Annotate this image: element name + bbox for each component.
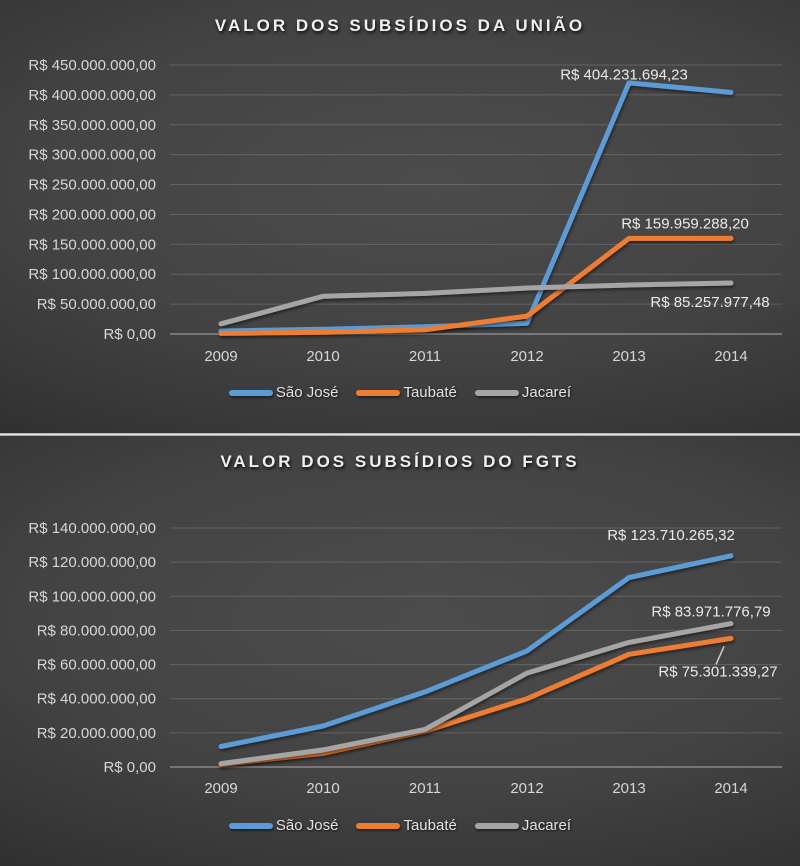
legend-label: Jacareí	[521, 817, 572, 834]
legend-label: Jacareí	[521, 384, 572, 401]
x-tick-label: 2014	[714, 780, 747, 797]
legend-line-marker	[228, 389, 273, 396]
x-tick-label: 2011	[409, 348, 441, 365]
legend-line-marker	[356, 822, 401, 829]
line-chart-fgts: R$ 140.000.000,00 R$ 120.000.000,00 R$ 100…	[28, 520, 782, 797]
y-tick-label: R$ 60.000.000,00	[37, 657, 156, 674]
y-tick-label: R$ 100.000.000,00	[28, 588, 156, 605]
legend-item-jacarei: Jacareí	[474, 384, 572, 401]
chart-panel-fgts: VALOR DOS SUBSÍDIOS DO FGTS R$ 140.000.0…	[0, 436, 800, 866]
data-label: R$ 159.959.288,20	[621, 215, 749, 232]
data-label: R$ 404.231.694,23	[560, 66, 688, 83]
data-label-leader	[715, 646, 725, 665]
line-chart-uniao: R$ 450.000.000,00 R$ 400.000.000,00 R$ 350…	[28, 57, 782, 365]
legend-line-marker	[474, 822, 519, 829]
x-tick-label: 2012	[510, 780, 543, 797]
y-tick-label: R$ 100.000.000,00	[28, 266, 156, 283]
x-tick-label: 2014	[714, 348, 747, 365]
x-tick-label: 2011	[409, 780, 441, 797]
series-line-jacarei	[218, 621, 734, 767]
legend-item-sao-jose: São José	[228, 817, 339, 834]
y-tick-label: R$ 120.000.000,00	[28, 554, 156, 571]
x-tick-label: 2013	[612, 780, 645, 797]
y-tick-label: R$ 80.000.000,00	[37, 622, 156, 639]
legend-item-sao-jose: São José	[228, 384, 339, 401]
y-tick-label: R$ 0,00	[103, 326, 156, 343]
legend-fgts: São José Taubaté Jacareí	[0, 817, 800, 834]
x-tick-label: 2009	[204, 348, 237, 365]
legend-label: Taubaté	[403, 384, 457, 401]
series-line-taubate	[218, 635, 734, 767]
legend-item-jacarei: Jacareí	[474, 817, 572, 834]
legend-line-marker	[474, 389, 519, 396]
y-tick-label: R$ 150.000.000,00	[28, 236, 156, 253]
series-line-taubate	[218, 235, 734, 336]
y-tick-label: R$ 400.000.000,00	[28, 87, 156, 104]
x-tick-label: 2010	[306, 780, 339, 797]
series-line-sao-jose	[218, 553, 734, 749]
x-tick-label: 2012	[510, 348, 543, 365]
x-tick-label: 2010	[306, 348, 339, 365]
x-tick-label: 2013	[612, 348, 645, 365]
y-tick-label: R$ 50.000.000,00	[37, 296, 156, 313]
y-tick-label: R$ 140.000.000,00	[28, 520, 156, 537]
y-tick-label: R$ 300.000.000,00	[28, 147, 156, 164]
y-tick-label: R$ 250.000.000,00	[28, 177, 156, 194]
legend-item-taubate: Taubaté	[356, 384, 457, 401]
y-tick-label: R$ 200.000.000,00	[28, 206, 156, 223]
data-label: R$ 123.710.265,32	[607, 527, 735, 544]
y-tick-label: R$ 350.000.000,00	[28, 117, 156, 134]
x-tick-label: 2009	[204, 780, 237, 797]
data-label: R$ 83.971.776,79	[651, 604, 770, 621]
legend-line-marker	[228, 822, 273, 829]
legend-item-taubate: Taubaté	[356, 817, 457, 834]
chart-panel-uniao: VALOR DOS SUBSÍDIOS DA UNIÃO R$ 450.000.…	[0, 0, 800, 433]
series-line-jacarei	[218, 280, 734, 327]
y-tick-label: R$ 0,00	[103, 759, 156, 776]
chart-title-uniao: VALOR DOS SUBSÍDIOS DA UNIÃO	[214, 16, 586, 35]
data-label: R$ 85.257.977,48	[650, 294, 769, 311]
y-tick-label: R$ 40.000.000,00	[37, 691, 156, 708]
y-tick-label: R$ 20.000.000,00	[37, 725, 156, 742]
data-label: R$ 75.301.339,27	[658, 663, 777, 680]
legend-label: Taubaté	[403, 817, 457, 834]
chart-title-fgts: VALOR DOS SUBSÍDIOS DO FGTS	[220, 452, 580, 471]
legend-label: São José	[275, 384, 339, 401]
legend-uniao: São José Taubaté Jacareí	[0, 384, 800, 401]
panel-divider	[0, 433, 800, 436]
legend-line-marker	[356, 389, 401, 396]
y-tick-label: R$ 450.000.000,00	[28, 57, 156, 74]
legend-label: São José	[275, 817, 339, 834]
